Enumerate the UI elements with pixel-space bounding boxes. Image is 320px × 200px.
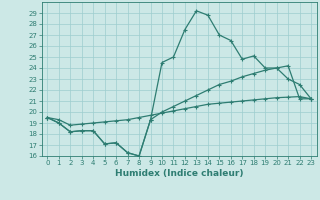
X-axis label: Humidex (Indice chaleur): Humidex (Indice chaleur) xyxy=(115,169,244,178)
